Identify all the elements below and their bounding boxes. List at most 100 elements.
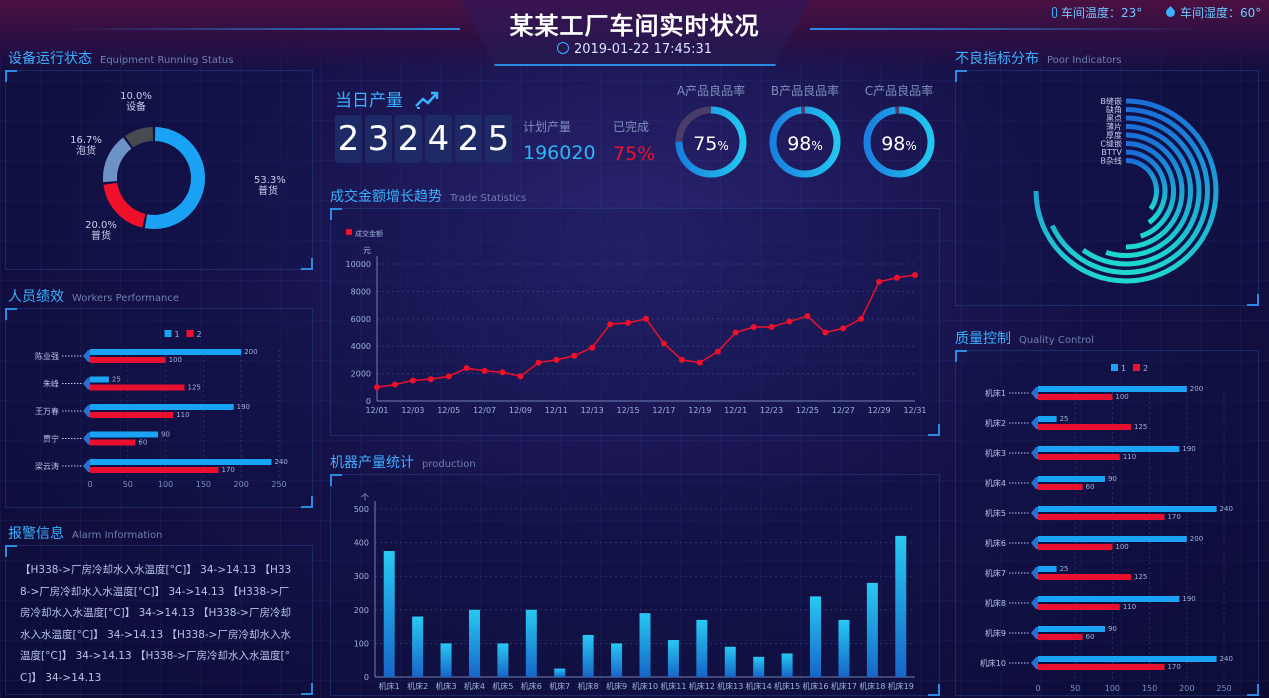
machines-panel: 个 0 100 200 300 400 500 机床1 机床2 机床3 机床4 机床5 机床6 机床7 机床… [330,474,940,696]
gauge-value-unit: % [717,139,728,153]
machine-bar [838,619,850,677]
trade-panel: 成交金额元 0 2000 4000 6000 8000 10000 12/01 12/03 12/… [330,208,940,436]
bar-label-series-2: 100 [1115,543,1128,551]
page-datetime: 2019-01-22 17:45:31 [0,42,1269,57]
production-title: 当日产量 [335,91,403,111]
bar-series-2 [1038,484,1083,490]
equipment-section-title: 设备运行状态 Equipment Running Status [8,48,233,68]
trade-data-point [768,324,775,331]
x-tick-label: 150 [196,480,211,489]
x-tick-label: 机床11 [660,681,686,691]
radial-category-label: 黑点 [1106,114,1122,123]
trade-data-point [571,352,578,359]
x-tick-label: 12/25 [796,406,819,415]
y-tick-label: 6000 [351,315,371,324]
x-tick-label: 12/23 [760,406,783,415]
radial-bar [1125,158,1159,211]
x-tick-label: 机床16 [802,681,828,691]
equipment-panel: 53.3% 普货 20.0% 普货 16.7% 泡货 10.0% 设备 [5,70,313,270]
workers-title: 人员绩效 [8,289,64,305]
bar-series-2 [90,384,185,391]
machine-bar [810,596,822,677]
bar-series-2 [1038,424,1131,430]
x-tick-label: 12/05 [437,406,460,415]
bar-series-1 [90,349,242,355]
machine-bar [440,643,452,677]
workers-subtitle: Workers Performance [72,293,179,304]
x-tick-label: 机床2 [407,681,428,691]
bar-series-2 [90,439,136,446]
bar-series-2 [1038,514,1165,520]
x-tick-label: 机床15 [774,681,800,691]
bar-label-series-2: 170 [1167,513,1180,521]
bar-label-series-2: 60 [1086,483,1095,491]
donut-slice [125,127,154,148]
bar-series-1 [1038,476,1105,482]
bar-label-series-1: 90 [1108,475,1117,483]
donut-slice-pct: 53.3% [254,175,286,186]
trade-data-point [876,278,883,285]
production-digit: 3 [365,115,392,163]
x-tick-label: 机床14 [746,681,772,691]
bar-label-series-1: 90 [1108,625,1117,633]
machine-bar [639,613,651,677]
bar-series-2 [1038,394,1113,400]
donut-slice-pct: 10.0% [120,91,152,102]
category-label: 机床4 [985,478,1006,488]
bar-label-series-2: 60 [1086,633,1095,641]
trade-data-point [535,359,542,366]
machines-section-title: 机器产量统计 production [330,452,476,472]
x-tick-label: 12/27 [832,406,855,415]
radial-bar [1125,132,1185,250]
x-tick-label: 机床12 [689,681,715,691]
category-marker [1031,567,1038,579]
machine-bar [696,619,708,677]
bar-series-1 [1038,596,1180,602]
bar-series-1 [1038,656,1217,662]
category-label: 机床2 [985,418,1006,428]
category-marker [83,460,90,472]
x-tick-label: 机床18 [859,681,885,691]
category-marker [1031,657,1038,669]
workers-section-title: 人员绩效 Workers Performance [8,286,179,306]
donut-slice-name: 普货 [258,184,278,197]
category-marker [1031,597,1038,609]
x-tick-label: 机床3 [436,681,457,691]
bar-label-series-2: 110 [1123,453,1136,461]
trade-data-point [750,324,757,331]
category-marker [83,377,90,390]
category-marker [1031,417,1038,429]
gauge-value-unit: % [905,139,916,153]
category-marker [83,405,90,417]
category-marker [1031,507,1038,519]
y-tick-label: 2000 [351,370,371,379]
trade-data-point [463,365,470,372]
x-tick-label: 机床17 [831,681,857,691]
bar-series-1 [1038,626,1105,632]
production-digit: 5 [485,115,512,163]
radial-category-label: C缝嵌 [1100,139,1122,149]
x-tick-label: 机床7 [549,681,570,691]
trade-section-title: 成交金额增长趋势 Trade Statistics [330,186,526,206]
bar-series-2 [1038,454,1120,460]
machine-bar [667,640,679,677]
legend-swatch-2 [1133,364,1140,371]
alarm-subtitle: Alarm Information [72,530,163,541]
trade-data-point [427,376,434,383]
radial-bar [1049,107,1210,275]
donut-slice-name: 普货 [91,229,111,242]
poor-section-title: 不良指标分布 Poor Indicators [955,48,1122,68]
machine-bar [781,653,793,677]
alarm-section-title: 报警信息 Alarm Information [8,523,163,543]
gauge-value: 98% [881,133,917,155]
legend-swatch-2 [186,330,194,337]
alarm-panel [5,545,313,695]
x-tick-label: 12/07 [473,406,496,415]
x-tick-label: 12/21 [724,406,747,415]
x-tick-label: 100 [158,480,173,489]
trade-data-point [822,329,829,336]
bar-label-series-1: 200 [1190,535,1203,543]
humidity-indicator: 车间湿度：60° [1164,4,1261,21]
gauge-title: C产品良品率 [864,84,934,98]
bar-series-2 [1038,574,1131,580]
